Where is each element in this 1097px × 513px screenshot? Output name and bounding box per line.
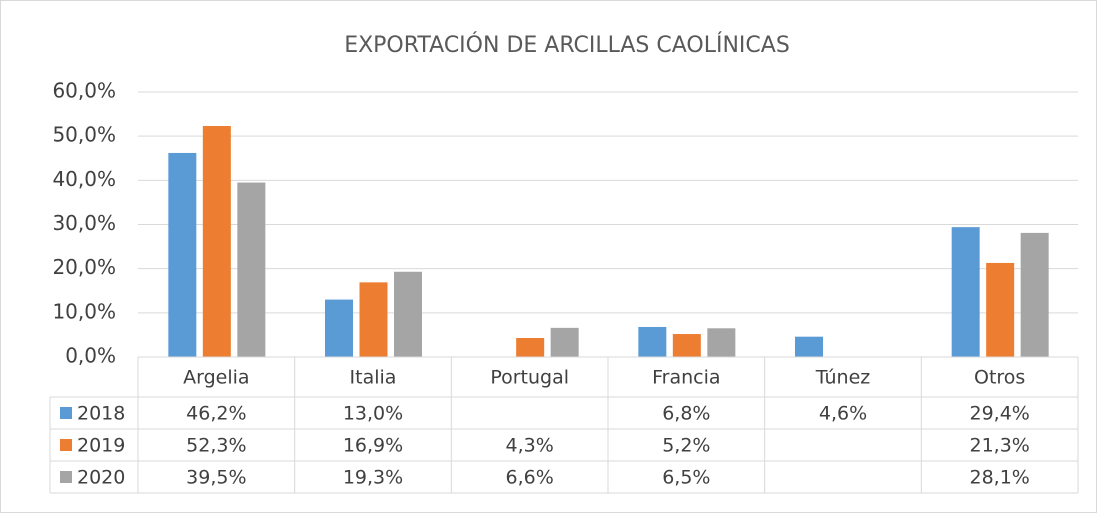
y-tick-label: 60,0% [52,79,116,103]
table-value: 6,5% [662,467,710,489]
table-value: 29,4% [969,403,1029,425]
y-tick-label: 20,0% [52,255,116,279]
y-tick-label: 40,0% [52,167,116,191]
legend-swatch [60,471,72,483]
table-value: 39,5% [186,467,246,489]
y-tick-label: 0,0% [65,344,116,368]
table-value: 16,9% [343,435,403,457]
table-value: 52,3% [186,435,246,457]
x-tick-label: Túnez [815,367,870,389]
bar [986,262,1015,357]
table-value: 19,3% [343,467,403,489]
legend-label: 2018 [77,403,125,425]
x-tick-label: Italia [350,367,397,389]
bar [1020,232,1049,357]
table-value: 21,3% [969,435,1029,457]
x-tick-label: Otros [974,367,1025,389]
table-value: 6,6% [506,467,554,489]
bar [672,334,701,357]
x-tick-label: Argelia [183,367,249,389]
bar [550,327,579,357]
bar [394,271,422,357]
table-value: 5,2% [662,435,710,457]
table-value: 13,0% [343,403,403,425]
chart-title: EXPORTACIÓN DE ARCILLAS CAOLÍNICAS [344,32,790,58]
bar [325,299,353,357]
table-value: 46,2% [186,403,246,425]
table-value: 4,3% [506,435,554,457]
table-value: 6,8% [662,403,710,425]
legend-swatch [60,407,72,419]
y-tick-label: 50,0% [52,123,116,147]
bar [168,152,197,357]
bar [951,227,980,357]
bar [202,126,231,357]
legend-label: 2020 [77,467,125,489]
bar [359,282,388,357]
bar [516,338,545,357]
y-tick-label: 10,0% [52,299,116,323]
bar [795,336,823,357]
legend-label: 2019 [77,435,125,457]
table-value: 28,1% [969,467,1029,489]
bar [237,182,266,357]
bar [638,326,667,357]
x-tick-label: Portugal [490,367,569,389]
x-tick-label: Francia [652,367,720,389]
bar [707,328,736,357]
y-tick-label: 30,0% [52,211,116,235]
legend-swatch [60,439,72,451]
table-value: 4,6% [819,403,867,425]
